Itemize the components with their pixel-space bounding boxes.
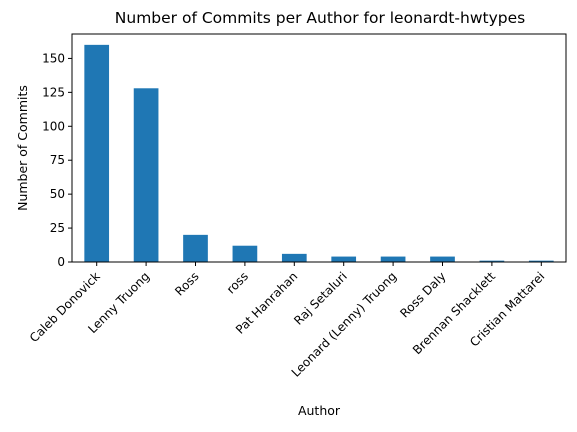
bar-7 — [430, 256, 455, 262]
bar-2 — [183, 234, 208, 262]
y-tick-label: 75 — [50, 153, 65, 167]
x-tick-label: Brennan Shacklett — [410, 269, 498, 357]
bar-9 — [528, 260, 554, 262]
x-tick-label: Ross — [172, 269, 201, 298]
x-tick-label: Ross Daly — [397, 269, 448, 320]
bar-4 — [281, 253, 307, 262]
y-tick-label: 25 — [50, 221, 65, 235]
y-tick-label: 100 — [42, 119, 65, 133]
plot-frame — [71, 33, 567, 263]
bar-0 — [84, 44, 110, 262]
bar-3 — [232, 245, 258, 262]
y-axis-label: Number of Commits — [15, 85, 30, 211]
y-tick-label: 125 — [42, 85, 65, 99]
bar-8 — [479, 260, 505, 262]
y-tick-label: 50 — [50, 187, 65, 201]
chart-title: Number of Commits per Author for leonard… — [115, 9, 525, 27]
y-tick-label: 0 — [57, 255, 65, 269]
bars — [84, 44, 554, 263]
bar-5 — [331, 256, 357, 262]
x-axis-label: Author — [298, 403, 341, 418]
bar-1 — [133, 88, 159, 263]
y-tick-label: 150 — [42, 51, 65, 65]
y-axis-ticks: 0 25 50 75 100 125 150 — [42, 51, 72, 269]
x-tick-label: Leonard (Lenny) Truong — [289, 269, 400, 380]
bar-6 — [380, 256, 406, 262]
x-tick-label: ross — [224, 269, 251, 296]
